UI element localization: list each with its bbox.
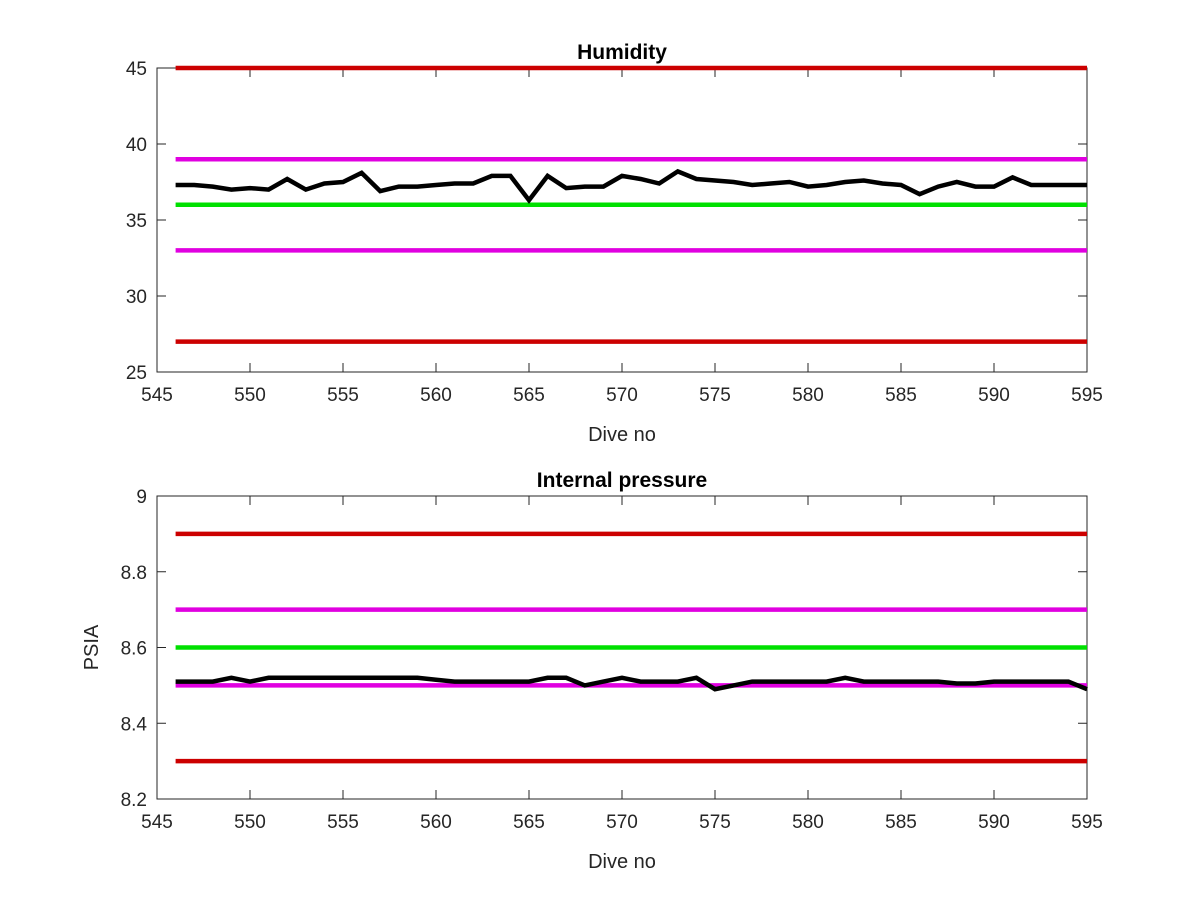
pressure-y-tick-label: 8.6 (121, 639, 147, 660)
humidity-x-tick-label: 560 (420, 385, 452, 406)
pressure-x-tick-label: 590 (978, 812, 1010, 833)
pressure-x-tick-label: 595 (1071, 812, 1103, 833)
humidity-x-tick-label: 555 (327, 385, 359, 406)
humidity-x-axis-label: Dive no (588, 424, 656, 446)
pressure-x-tick-label: 580 (792, 812, 824, 833)
pressure-y-tick-label: 8.4 (121, 714, 148, 735)
humidity-x-tick-label: 580 (792, 385, 824, 406)
humidity-plot-box (156, 67, 1088, 373)
humidity-y-tick-label: 30 (126, 287, 147, 308)
humidity-y-tick-label: 40 (126, 135, 147, 156)
humidity-x-tick-label: 545 (141, 385, 173, 406)
pressure-y-tick-label: 9 (136, 487, 147, 508)
humidity-title: Humidity (577, 41, 667, 64)
pressure-y-tick-label: 8.8 (121, 563, 147, 584)
humidity-x-tick-label: 590 (978, 385, 1010, 406)
pressure-x-tick-label: 560 (420, 812, 452, 833)
pressure-data-line (175, 675, 1088, 692)
humidity-axes: 545 550 555 560 565 570 575 580 585 590 595 25 30 35 4… (126, 41, 1103, 446)
pressure-y-axis-label: PSIA (81, 624, 103, 670)
humidity-x-tick-label: 565 (513, 385, 545, 406)
humidity-y-tick-label: 35 (126, 211, 147, 232)
humidity-y-tick-label: 25 (126, 363, 147, 384)
pressure-x-tick-label: 555 (327, 812, 359, 833)
pressure-x-tick-label: 565 (513, 812, 545, 833)
pressure-title: Internal pressure (537, 469, 707, 492)
pressure-x-tick-label: 575 (699, 812, 731, 833)
humidity-x-tick-label: 550 (234, 385, 266, 406)
pressure-x-axis-label: Dive no (588, 851, 656, 873)
pressure-x-tick-label: 570 (606, 812, 638, 833)
pressure-y-tick-label: 8.2 (121, 790, 147, 811)
humidity-x-tick-label: 585 (885, 385, 917, 406)
pressure-x-tick-label: 585 (885, 812, 917, 833)
humidity-y-tick-label: 45 (126, 59, 147, 80)
pressure-x-tick-label: 550 (234, 812, 266, 833)
humidity-x-tick-label: 570 (606, 385, 638, 406)
internal-pressure-axes: 545 550 555 560 565 570 575 580 585 590 595 8.2 8.4 8… (81, 469, 1103, 873)
humidity-data-line (175, 168, 1087, 204)
humidity-x-tick-label: 595 (1071, 385, 1103, 406)
pressure-x-tick-label: 545 (141, 812, 173, 833)
humidity-x-tick-label: 575 (699, 385, 731, 406)
